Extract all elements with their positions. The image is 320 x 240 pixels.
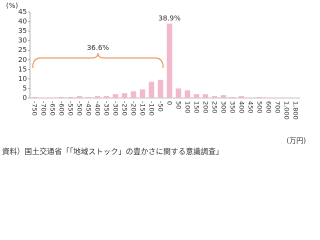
bar: [202, 94, 209, 98]
x-tick-label: -400: [94, 101, 102, 116]
x-tick-label: -250: [121, 101, 129, 116]
bar: [157, 79, 164, 98]
x-tick-label: -50: [157, 101, 165, 112]
y-axis-label: (%): [6, 2, 18, 10]
x-tick-label: 400: [238, 101, 246, 113]
x-tick-label: -300: [112, 101, 120, 116]
bar: [103, 96, 110, 98]
bar: [139, 89, 146, 98]
x-tick-label: -550: [67, 101, 75, 116]
x-tick-label: 150: [193, 101, 201, 113]
bar: [265, 97, 272, 98]
y-tick-label: 10: [18, 75, 27, 83]
bar: [229, 97, 236, 98]
bar: [85, 97, 92, 98]
brace: [32, 52, 164, 69]
bar: [247, 97, 254, 98]
x-tick-label: 300: [220, 101, 228, 113]
x-tick-label: 100: [184, 101, 192, 113]
x-tick-label: 50: [175, 101, 183, 109]
y-tick-label: 15: [18, 65, 27, 73]
bar: [94, 96, 101, 98]
bar: [193, 94, 200, 98]
x-tick-label: 500: [256, 101, 264, 113]
x-tick-label: 700: [274, 101, 282, 113]
x-tick-label: -600: [58, 101, 66, 116]
x-tick-label: -150: [139, 101, 147, 116]
y-tick-label: 30: [18, 37, 27, 45]
bar: [283, 97, 290, 98]
x-tick-label: -750: [31, 101, 39, 116]
y-tick-label: 35: [18, 27, 27, 35]
y-tick-label: 5: [23, 84, 27, 92]
annotation: 36.6%: [87, 44, 110, 52]
bar: [175, 88, 182, 98]
bar: [67, 97, 74, 98]
x-tick-label: 1,800: [292, 101, 300, 120]
bar: [220, 95, 227, 98]
x-tick-label: 250: [211, 101, 219, 113]
x-tick-label: 1,000: [283, 101, 291, 120]
source: 資料）国土交通省「「地域ストック」の豊かさに関する意識調査」: [2, 146, 223, 156]
x-axis-label: (万円): [287, 137, 307, 145]
bar: [166, 23, 173, 99]
x-tick-label: -500: [76, 101, 84, 116]
x-tick-label: 450: [247, 101, 255, 113]
x-tick-label: -450: [85, 101, 93, 116]
bar: [49, 97, 56, 98]
x-tick-label: 200: [202, 101, 210, 113]
bar: [58, 97, 65, 98]
bar: [112, 94, 119, 98]
y-tick-label: 25: [18, 46, 27, 54]
x-tick-label: -350: [103, 101, 111, 116]
x-tick-label: -100: [148, 101, 156, 116]
x-tick-label: 600: [265, 101, 273, 113]
x-tick-label: -650: [49, 101, 57, 116]
bar: [256, 97, 263, 98]
bar: [148, 81, 155, 98]
bar: [238, 96, 245, 98]
y-tick-label: 40: [18, 18, 27, 26]
annotation: 38.9%: [158, 15, 181, 23]
y-tick-label: 20: [18, 56, 27, 64]
x-tick-label: 0: [166, 101, 174, 105]
bar: [31, 97, 38, 98]
x-tick-label: -700: [40, 101, 48, 116]
bar: [76, 96, 83, 98]
bar: [40, 97, 47, 98]
bar: [184, 90, 191, 98]
bar: [211, 96, 218, 98]
x-tick-label: -200: [130, 101, 138, 116]
bar: [121, 93, 128, 98]
bar: [130, 91, 137, 98]
y-tick-label: 45: [18, 8, 27, 16]
chart: (%) (万円) 資料）国土交通省「「地域ストック」の豊かさに関する意識調査」 …: [2, 2, 307, 156]
y-tick-label: 0: [23, 94, 27, 102]
x-tick-label: 350: [229, 101, 237, 113]
